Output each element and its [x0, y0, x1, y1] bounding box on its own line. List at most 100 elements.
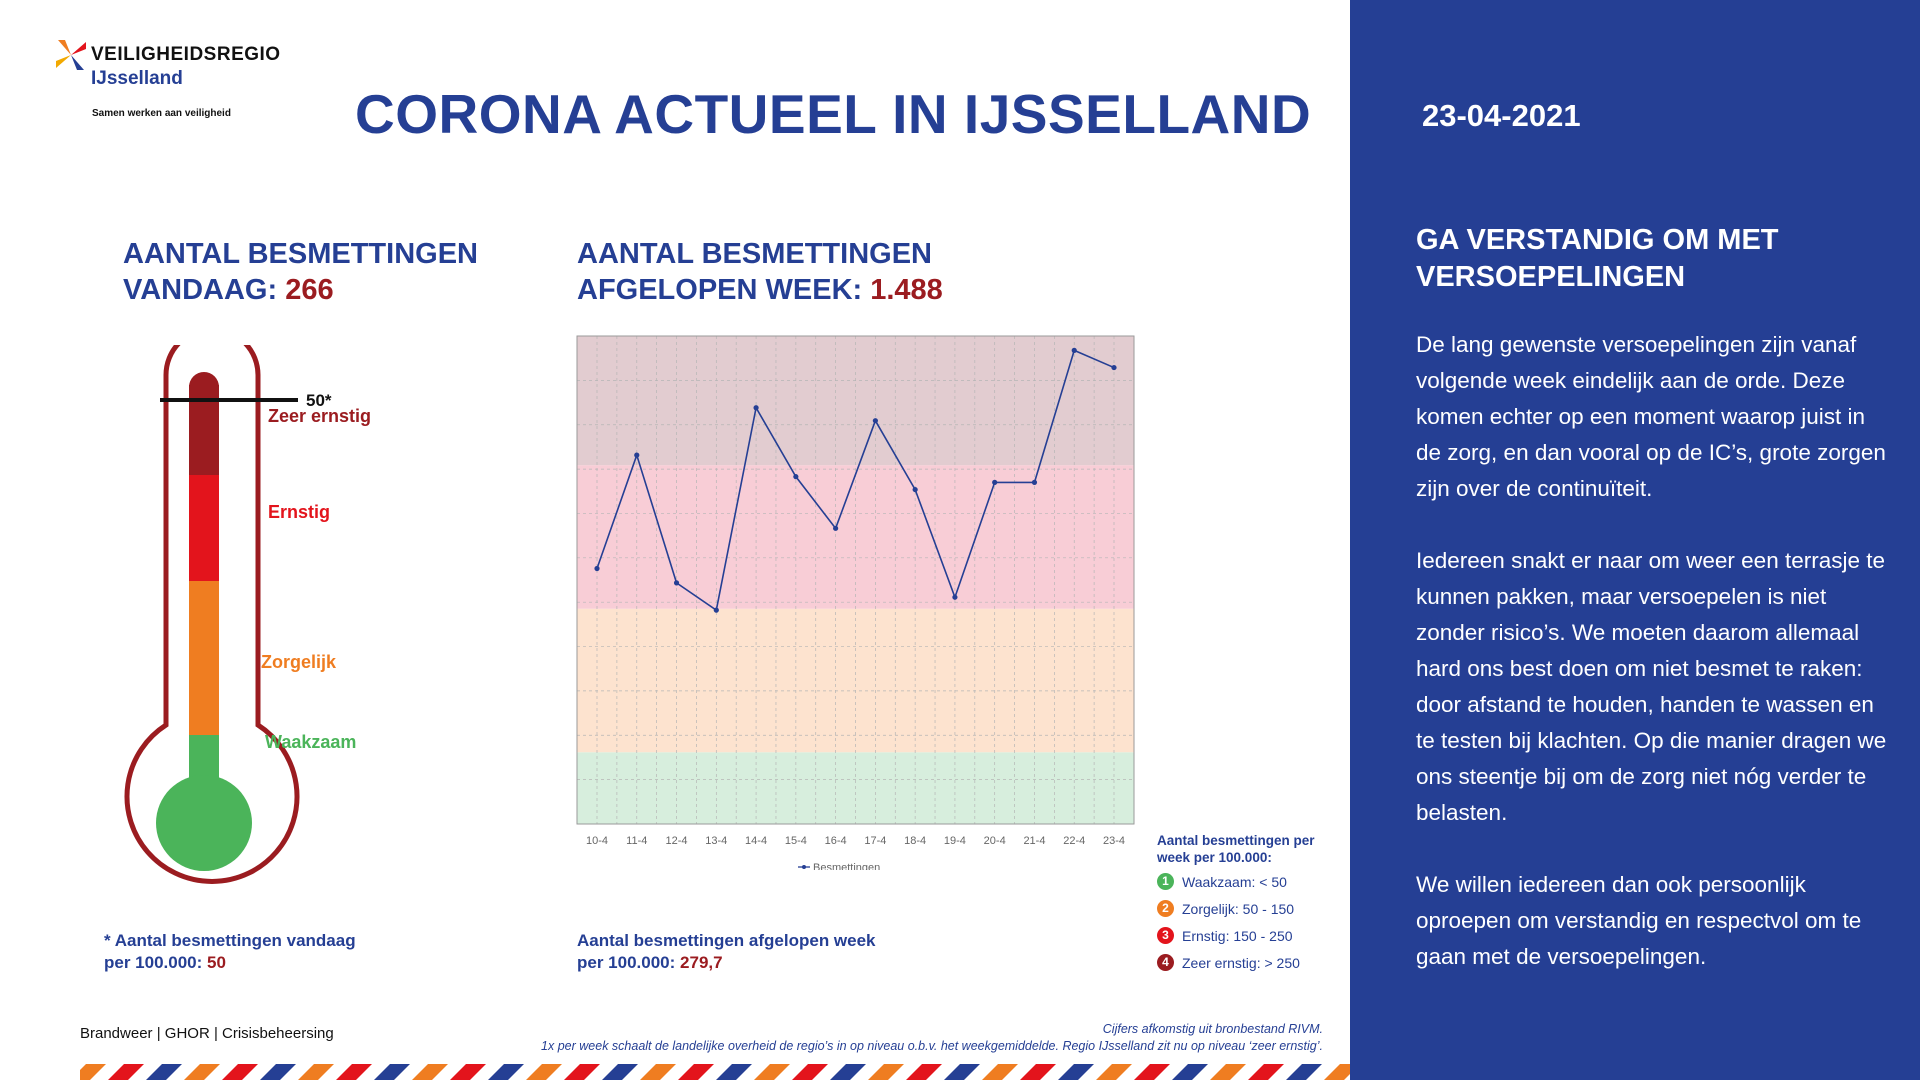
airmail-stripe — [80, 1064, 1350, 1080]
legend-series-label: Besmettingen — [813, 862, 880, 870]
x-tick-label: 22-4 — [1063, 835, 1085, 847]
stripe-segment — [146, 1064, 182, 1080]
today-note: * Aantal besmettingen vandaag per 100.00… — [104, 931, 356, 972]
stripe-segment — [1210, 1064, 1246, 1080]
stripe-segment — [450, 1064, 486, 1080]
level-legend-item: 1 Waakzaam: < 50 — [1157, 873, 1287, 890]
level-number-icon: 2 — [1157, 900, 1174, 917]
stripe-segment — [1134, 1064, 1170, 1080]
week-value: 1.488 — [870, 274, 943, 306]
chart-legend: Besmettingen — [798, 862, 880, 870]
stripe-segment — [108, 1064, 144, 1080]
threshold-label: 50* — [306, 391, 332, 410]
data-point — [634, 452, 640, 458]
stripe-segment — [564, 1064, 600, 1080]
data-point — [753, 405, 759, 411]
stripe-segment — [374, 1064, 410, 1080]
stripe-segment — [754, 1064, 790, 1080]
stripe-segment — [80, 1064, 106, 1080]
zone-ernstig — [189, 475, 219, 581]
stripe-segment — [602, 1064, 638, 1080]
logo-tagline: Samen werken aan veiligheid — [92, 108, 231, 119]
stripe-segment — [260, 1064, 296, 1080]
stripe-segment — [1096, 1064, 1132, 1080]
level-legend-item: 3 Ernstig: 150 - 250 — [1157, 927, 1293, 944]
level-number-icon: 1 — [1157, 873, 1174, 890]
stripe-segment — [944, 1064, 980, 1080]
x-tick-label: 20-4 — [984, 835, 1006, 847]
data-point — [594, 565, 600, 572]
stripe-segment — [1286, 1064, 1322, 1080]
data-point — [833, 525, 839, 531]
level-legend-item: 2 Zorgelijk: 50 - 150 — [1157, 900, 1294, 917]
page-title: CORONA ACTUEEL IN IJSSELLAND — [355, 83, 1312, 145]
x-tick-label: 12-4 — [666, 835, 688, 847]
stripe-segment — [336, 1064, 372, 1080]
x-tick-label: 14-4 — [745, 835, 767, 847]
stripe-segment — [1172, 1064, 1208, 1080]
data-point — [793, 474, 799, 480]
data-point — [673, 580, 680, 586]
data-point — [912, 486, 918, 493]
line-chart: 10-4 11-4 12-4 13-4 14-4 15-4 16-4 17-4 18-4 19-4… — [576, 335, 1135, 870]
x-tick-label: 13-4 — [705, 835, 727, 847]
stripe-segment — [792, 1064, 828, 1080]
stripe-segment — [830, 1064, 866, 1080]
zone-label-zeer-ernstig: Zeer ernstig — [268, 406, 372, 426]
zone-zorgelijk — [189, 581, 219, 737]
sidebar-paragraph: Iedereen snakt er naar om weer een terra… — [1416, 548, 1887, 825]
source-note: Cijfers afkomstig uit bronbestand RIVM. … — [541, 1022, 1323, 1053]
level-number-icon: 4 — [1157, 954, 1174, 971]
logo-region: IJsselland — [91, 68, 183, 89]
x-tick-label: 16-4 — [825, 835, 847, 847]
x-tick-label: 21-4 — [1023, 835, 1045, 847]
level-legend-item: 4 Zeer ernstig: > 250 — [1157, 954, 1300, 971]
level-number-icon: 3 — [1157, 927, 1174, 944]
x-tick-label: 17-4 — [864, 835, 886, 847]
x-tick-label: 18-4 — [904, 835, 926, 847]
stripe-segment — [184, 1064, 220, 1080]
stripe-segment — [412, 1064, 448, 1080]
zone-label-waakzaam: Waakzaam — [265, 732, 357, 752]
data-point — [952, 594, 958, 600]
data-point — [1031, 479, 1038, 485]
stripe-segment — [716, 1064, 752, 1080]
stripe-segment — [488, 1064, 524, 1080]
logo-brand: VEILIGHEIDSREGIO — [91, 44, 281, 65]
today-note-value: 50 — [207, 953, 226, 972]
stripe-segment — [1020, 1064, 1056, 1080]
stripe-segment — [678, 1064, 714, 1080]
today-title: AANTAL BESMETTINGEN VANDAAG: 266 — [123, 238, 478, 306]
x-tick-label: 19-4 — [944, 835, 966, 847]
thermometer-bulb — [156, 775, 252, 871]
stripe-segment — [868, 1064, 904, 1080]
x-tick-label: 10-4 — [586, 835, 608, 847]
stripe-segment — [1324, 1064, 1350, 1080]
stripe-segment — [906, 1064, 942, 1080]
stripe-segment — [526, 1064, 562, 1080]
week-note-value: 279,7 — [680, 953, 723, 972]
stripe-segment — [982, 1064, 1018, 1080]
week-title: AANTAL BESMETTINGEN AFGELOPEN WEEK: 1.48… — [577, 238, 943, 306]
stripe-segment — [1248, 1064, 1284, 1080]
series-line — [596, 349, 1115, 612]
data-point — [1071, 347, 1077, 353]
today-value: 266 — [285, 274, 334, 306]
data-point — [872, 418, 878, 424]
sidebar-paragraph: De lang gewenste versoepelingen zijn van… — [1416, 332, 1886, 501]
x-tick-label: 11-4 — [626, 835, 647, 847]
sidebar-heading: GA VERSTANDIG OM MET VERSOEPELINGEN — [1416, 224, 1779, 293]
sidebar-paragraph: We willen iedereen dan ook persoonlijk o… — [1416, 872, 1862, 969]
data-point — [992, 479, 998, 485]
stripe-segment — [640, 1064, 676, 1080]
severity-band — [577, 336, 1134, 466]
thermometer: 50* — [124, 345, 332, 884]
x-tick-label: 15-4 — [785, 835, 807, 847]
stripe-segment — [298, 1064, 334, 1080]
stripe-segment — [1058, 1064, 1094, 1080]
data-point — [1111, 364, 1117, 371]
logo-star-icon — [56, 40, 86, 70]
week-note: Aantal besmettingen afgelopen week per 1… — [577, 931, 876, 972]
level-legend-title: Aantal besmettingen per week per 100.000… — [1157, 833, 1315, 865]
date: 23-04-2021 — [1422, 98, 1581, 133]
